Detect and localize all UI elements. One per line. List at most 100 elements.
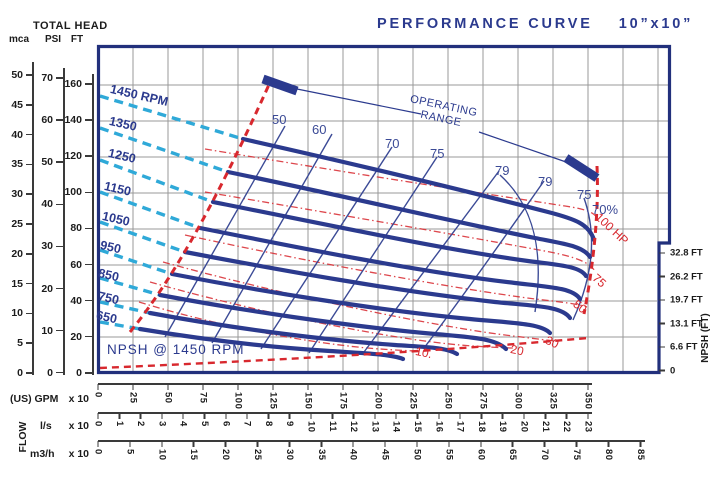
tick-mark [659, 322, 665, 325]
tick-mark [374, 413, 376, 419]
gpm-tick: 225 [408, 384, 419, 409]
power-curve-20hp [149, 281, 517, 349]
operating-range-boundaries [128, 77, 599, 333]
tick-mark [85, 335, 92, 338]
psi-tick: 50 [31, 156, 63, 168]
power-curve-30hp [162, 261, 556, 342]
m3h-tick: 55 [443, 441, 454, 461]
tick-mark [517, 384, 519, 390]
ls-tick: 15 [412, 413, 423, 433]
mca-ruler-line [32, 62, 34, 375]
tick-mark [26, 163, 33, 166]
gpm-tick: 250 [443, 384, 454, 409]
tick-mark [56, 161, 63, 163]
tick-mark [565, 413, 568, 419]
tick-mark [85, 372, 92, 374]
mca-tick: 10 [0, 307, 33, 319]
tick-mark [85, 119, 92, 121]
eff-label-50: 50 [272, 112, 287, 127]
mca-tick: 0 [0, 367, 33, 379]
dashed-1250 [99, 158, 214, 204]
tick-mark [416, 441, 418, 447]
tick-mark [587, 413, 589, 419]
tick-mark [256, 441, 259, 447]
ls-tick: 2 [135, 413, 146, 427]
m3h-ruler-line [98, 440, 645, 442]
m3h-tick: 40 [348, 441, 359, 461]
ls-tick: 3 [156, 413, 167, 427]
curve-1250 [210, 199, 589, 279]
tick-mark [659, 346, 665, 348]
tick-mark [377, 384, 379, 390]
tick-mark [511, 441, 514, 447]
ls-tick: 16 [433, 413, 444, 433]
range-bar-left [261, 74, 299, 96]
tick-mark [575, 441, 578, 447]
m3h-tick: 15 [188, 441, 199, 461]
tick-mark [544, 413, 547, 419]
operating-range-markers [261, 74, 600, 182]
tick-mark [659, 299, 665, 301]
ls-tick: 0 [93, 413, 104, 427]
tick-mark [26, 342, 33, 344]
tick-mark [56, 245, 63, 248]
tick-mark [310, 413, 312, 419]
mca-tick: 40 [0, 129, 33, 141]
curve-1050 [182, 249, 573, 321]
ft-ruler-line [92, 74, 94, 375]
m3h-tick: 10 [156, 441, 167, 461]
tick-mark [26, 133, 33, 136]
ls-tick: 17 [455, 413, 466, 433]
range-pointer-right [478, 131, 570, 164]
m3h-tick: 75 [571, 441, 582, 461]
tick-mark [384, 441, 386, 447]
ls-tick: 19 [497, 413, 508, 433]
mca-tick: 50 [0, 69, 33, 81]
npsh-tick: 32.8 FT [659, 248, 703, 259]
psi-tick: 40 [31, 198, 63, 210]
tick-mark [447, 384, 449, 390]
power-curve-75hp [204, 191, 596, 272]
ls-tick: 14 [391, 413, 402, 433]
psi-tick: 70 [31, 72, 63, 84]
tick-mark [85, 263, 92, 266]
tick-mark [307, 384, 309, 390]
eff-label-70r: 70% [592, 202, 619, 217]
tick-mark [56, 203, 63, 206]
tick-mark [501, 413, 504, 419]
tick-mark [288, 441, 291, 447]
ls-tick: 11 [327, 413, 338, 432]
tick-mark [395, 413, 397, 419]
m3h-tick: 50 [412, 441, 423, 461]
eff-line-79a [363, 170, 500, 353]
tick-mark [85, 83, 92, 85]
tick-mark [85, 155, 92, 157]
dashed-850 [99, 276, 161, 297]
ls-tick: 18 [476, 413, 487, 433]
gpm-tick: 75 [198, 384, 209, 404]
npsh-tick: 13.1 FT [659, 318, 703, 329]
npsh-curve-label: NPSH @ 1450 RPM [107, 342, 245, 357]
ls-tick: 12 [348, 413, 359, 433]
psi-tick: 20 [31, 283, 63, 295]
m3h-tick: 30 [284, 441, 295, 461]
ls-ruler-line [98, 412, 592, 414]
ls-tick: 20 [519, 413, 530, 433]
tick-mark [56, 329, 63, 332]
gpm-tick: 200 [373, 384, 384, 409]
tick-mark [56, 119, 63, 121]
tick-mark [659, 275, 665, 278]
gpm-tick: 125 [268, 384, 279, 409]
tick-mark [543, 441, 546, 447]
eff-label-60: 60 [312, 122, 327, 137]
gpm-tick: 300 [513, 384, 524, 409]
gpm-tick: 350 [583, 384, 594, 409]
gpm-ruler-line [98, 383, 592, 385]
tick-mark [132, 384, 134, 390]
tick-mark [237, 384, 239, 390]
head-axis-title: TOTAL HEAD [33, 20, 108, 32]
mca-tick: 45 [0, 99, 33, 111]
ls-tick: 4 [178, 413, 189, 427]
ft-tick: 120 [58, 150, 92, 162]
ft-tick: 100 [58, 186, 92, 198]
